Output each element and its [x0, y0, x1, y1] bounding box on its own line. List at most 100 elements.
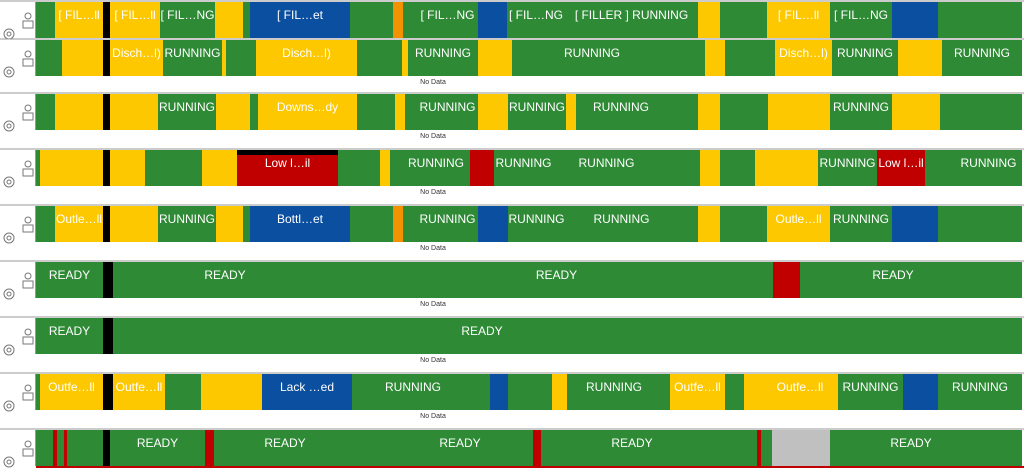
state-segment: [145, 150, 202, 186]
state-segment: [36, 318, 103, 354]
state-segment: [357, 40, 402, 76]
state-segment: [158, 206, 216, 242]
state-segment: [64, 430, 67, 466]
segment-label: READY: [536, 268, 577, 282]
state-segment: [216, 94, 250, 130]
state-segment: [478, 206, 508, 242]
state-segment: [408, 40, 478, 76]
segment-label: [ FIL…NG: [420, 8, 474, 22]
no-data-note: No Data: [420, 133, 446, 140]
state-segment: [403, 206, 417, 242]
state-segment: [670, 374, 725, 410]
state-segment: [250, 2, 350, 38]
state-segment: [552, 374, 567, 410]
operator-head: [24, 12, 32, 20]
operator-body: [22, 112, 34, 121]
gear-icon: [3, 176, 15, 188]
segment-label: READY: [264, 436, 305, 450]
state-segment: [772, 430, 830, 466]
state-segment: [678, 206, 698, 242]
operator-body: [22, 280, 34, 289]
state-segment: [775, 40, 832, 76]
state-segment: [565, 2, 698, 38]
segment-label: RUNNING: [159, 100, 215, 114]
segment-label: Disch…l): [779, 46, 828, 60]
state-segment: [57, 430, 64, 466]
machine-row: RUNNING Downs…dy RUNNING RUNNING RUNNING RUNN…: [0, 92, 1024, 140]
segment-label: READY: [611, 436, 652, 450]
state-segment: [494, 150, 553, 186]
gear-icon: [3, 28, 15, 40]
state-segment: [705, 40, 725, 76]
state-segment: [490, 374, 508, 410]
gear-icon: [3, 66, 15, 78]
segment-label: Lack …ed: [280, 380, 334, 394]
segment-label: RUNNING: [420, 212, 476, 226]
segment-label: RUNNING: [954, 46, 1010, 60]
state-segment: [830, 430, 992, 466]
state-segment: [877, 150, 925, 186]
state-segment: [222, 40, 226, 76]
state-segment: [660, 150, 700, 186]
state-segment: [165, 374, 201, 410]
row-icons: [3, 272, 34, 300]
machine-row: Outfe…ll Outfe…ll Lack …ed RUNNING RUNNING Ou…: [0, 372, 1024, 420]
state-segment: [103, 318, 113, 354]
segment-label: [ FIL…et: [277, 8, 324, 22]
state-segment: [851, 318, 1022, 354]
segment-label: RUNNING: [843, 380, 899, 394]
state-segment: [214, 430, 356, 466]
operator-body: [22, 20, 34, 29]
state-segment: [720, 206, 767, 242]
state-segment: [507, 2, 565, 38]
state-segment: [160, 2, 215, 38]
state-segment: [417, 94, 478, 130]
state-segment: [661, 374, 670, 410]
state-segment: [395, 94, 405, 130]
state-segment: [202, 150, 237, 186]
segment-label: RUNNING: [952, 380, 1008, 394]
state-segment: [36, 430, 53, 466]
row-icons: [3, 440, 34, 468]
no-data-note: No Data: [420, 301, 446, 308]
state-segment: [565, 206, 678, 242]
state-segment: [474, 374, 490, 410]
machine-row: [ FIL…ll [ FIL…ll [ FIL…NG [ FIL…et [ FIL…NG…: [0, 0, 1024, 40]
state-segment: [216, 206, 243, 242]
state-segment: [417, 206, 478, 242]
gear-icon: [3, 456, 15, 468]
state-segment: [256, 40, 357, 76]
state-segment: [744, 374, 856, 410]
gear-hub: [6, 403, 12, 409]
state-segment: [103, 150, 110, 186]
segment-label: [ FIL…NG: [509, 8, 563, 22]
state-segment: [55, 94, 103, 130]
segment-label: Disch…l): [112, 46, 161, 60]
segment-label: RUNNING: [165, 46, 221, 60]
state-segment: [103, 2, 110, 38]
state-segment: [566, 94, 576, 130]
state-segment: [417, 2, 478, 38]
state-segment: [898, 40, 942, 76]
row-icons: [3, 12, 34, 40]
state-segment: [201, 374, 262, 410]
segment-label: RUNNING: [415, 46, 471, 60]
segment-label: Outle…ll: [775, 212, 821, 226]
segment-label: [ FIL…NG: [160, 8, 214, 22]
state-segment: [838, 374, 903, 410]
state-segment: [955, 150, 1022, 186]
segment-label: RUNNING: [586, 380, 642, 394]
gear-icon: [3, 400, 15, 412]
state-segment: [755, 150, 818, 186]
operator-head: [24, 328, 32, 336]
state-segment: [110, 2, 160, 38]
segment-label: RUNNING: [509, 212, 565, 226]
gear-icon: [3, 120, 15, 132]
segment-label: [ FIL…ll: [58, 8, 99, 22]
state-segment: [337, 262, 403, 298]
state-segment: [113, 262, 337, 298]
segment-label: RUNNING: [509, 100, 565, 114]
state-segment: [40, 150, 103, 186]
segment-label: READY: [49, 324, 90, 338]
